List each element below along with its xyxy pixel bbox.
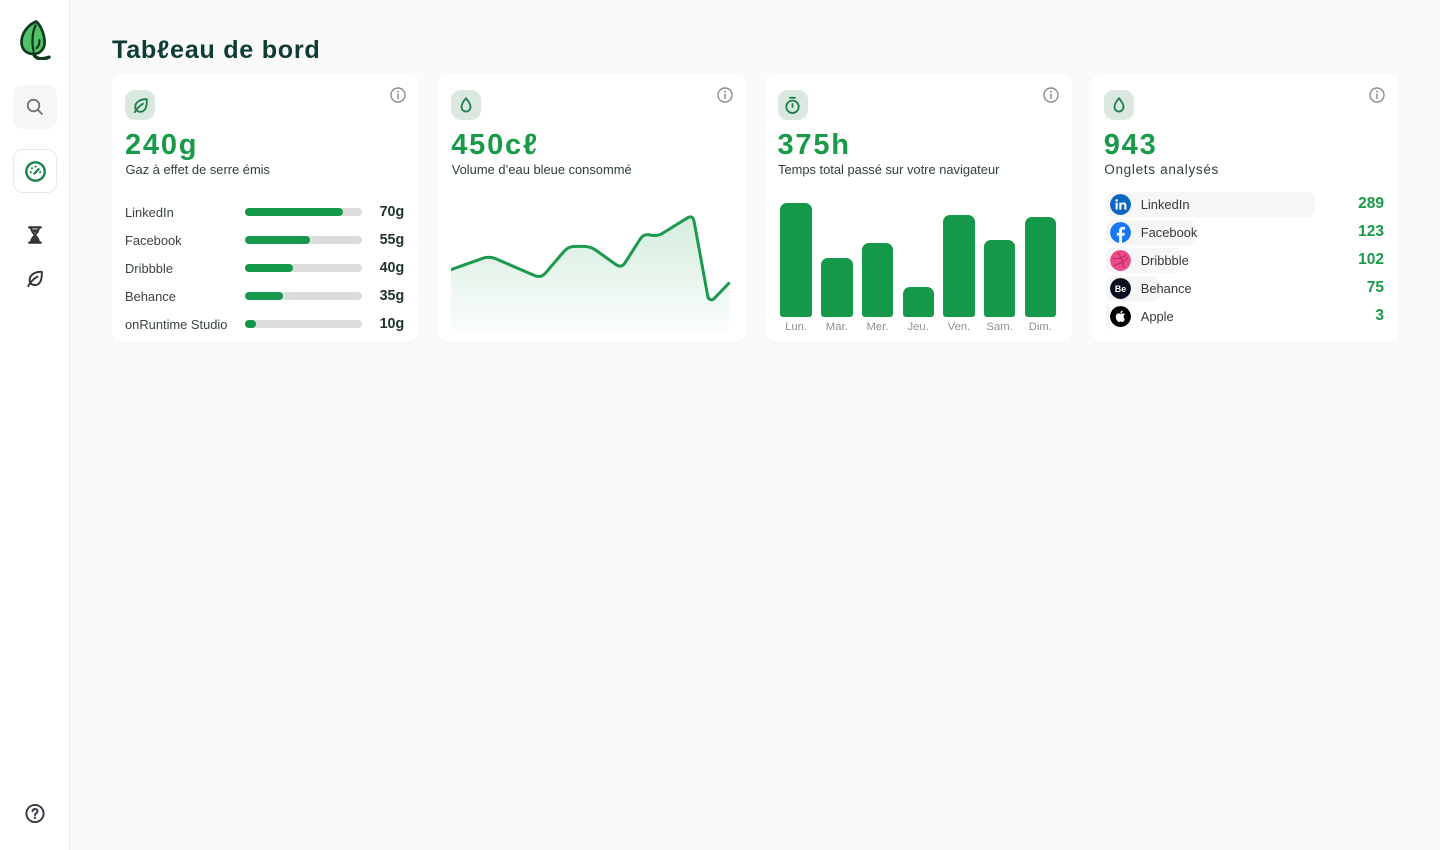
svg-text:Be: Be — [1114, 284, 1126, 294]
